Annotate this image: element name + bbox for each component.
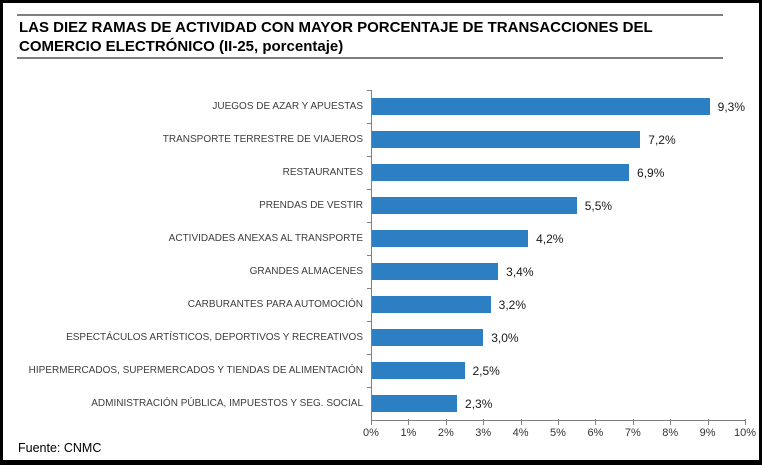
x-tick-label: 8% <box>662 419 679 439</box>
value-label: 2,5% <box>472 363 500 378</box>
plot-cell: 4,2% <box>371 222 745 255</box>
value-label: 3,0% <box>491 330 519 345</box>
title-bottom-rule <box>17 57 723 59</box>
plot-cell: 3,0% <box>371 321 745 354</box>
x-tick-label: 9% <box>699 419 716 439</box>
bar <box>371 197 577 214</box>
plot-cell: 9,3% <box>371 90 745 123</box>
category-label: GRANDES ALMACENES <box>249 266 363 277</box>
bar-row: GRANDES ALMACENES 3,4% <box>23 255 745 288</box>
x-tick-label: 7% <box>624 419 641 439</box>
value-label: 9,3% <box>717 99 745 114</box>
x-tick-label: 5% <box>550 419 566 439</box>
bar-row: JUEGOS DE AZAR Y APUESTAS 9,3% <box>23 90 745 123</box>
bar-row: HIPERMERCADOS, SUPERMERCADOS Y TIENDAS D… <box>23 354 745 387</box>
chart-title: LAS DIEZ RAMAS DE ACTIVIDAD CON MAYOR PO… <box>19 18 739 56</box>
value-label: 5,5% <box>584 198 613 213</box>
plot-cell: 3,4% <box>371 255 745 288</box>
bar <box>371 230 529 247</box>
plot-cell: 2,5% <box>371 354 745 387</box>
x-tick-label: 2% <box>437 419 454 439</box>
bar-row: RESTAURANTES 6,9% <box>23 156 745 189</box>
category-label: CARBURANTES PARA AUTOMOCIÓN <box>187 299 363 310</box>
plot-cell: 2,3% <box>371 387 745 420</box>
category-label: ACTIVIDADES ANEXAS AL TRANSPORTE <box>168 233 363 244</box>
category-label: RESTAURANTES <box>282 167 363 178</box>
source-note: Fuente: CNMC <box>18 441 102 455</box>
value-label: 7,2% <box>648 132 676 147</box>
value-axis: 0% 1% 2% 3% 4% 5% 6% 7% 8% 9% 10% <box>363 419 756 450</box>
bar <box>371 395 458 412</box>
bar-row: CARBURANTES PARA AUTOMOCIÓN 3,2% <box>23 288 745 321</box>
bar <box>371 329 484 346</box>
bar-chart: JUEGOS DE AZAR Y APUESTAS 9,3% TRANSPORT… <box>23 90 745 420</box>
bar-row: PRENDAS DE VESTIR 5,5% <box>23 189 745 222</box>
plot-cell: 3,2% <box>371 288 745 321</box>
plot-cell: 6,9% <box>371 156 745 189</box>
x-tick-label: 1% <box>400 419 417 439</box>
bar <box>371 263 499 280</box>
value-label: 3,4% <box>506 264 534 279</box>
bar-row: ESPECTÁCULOS ARTÍSTICOS, DEPORTIVOS Y RE… <box>23 321 745 354</box>
bar <box>371 296 491 313</box>
bar <box>371 164 630 181</box>
category-label: HIPERMERCADOS, SUPERMERCADOS Y TIENDAS D… <box>28 365 363 376</box>
plot-cell: 7,2% <box>371 123 745 156</box>
category-label: PRENDAS DE VESTIR <box>259 200 363 211</box>
bar-row: TRANSPORTE TERRESTRE DE VIAJEROS 7,2% <box>23 123 745 156</box>
value-label: 3,2% <box>498 297 527 312</box>
bar <box>371 362 465 379</box>
x-tick-label: 10% <box>733 419 757 439</box>
category-label: JUEGOS DE AZAR Y APUESTAS <box>212 101 363 112</box>
category-label: ADMINISTRACIÓN PÚBLICA, IMPUESTOS Y SEG.… <box>91 398 363 409</box>
category-axis <box>371 90 372 421</box>
category-label: TRANSPORTE TERRESTRE DE VIAJEROS <box>162 134 363 145</box>
category-label: ESPECTÁCULOS ARTÍSTICOS, DEPORTIVOS Y RE… <box>66 332 363 343</box>
bar-row: ADMINISTRACIÓN PÚBLICA, IMPUESTOS Y SEG.… <box>23 387 745 420</box>
bar <box>371 98 710 115</box>
value-label: 4,2% <box>536 231 564 246</box>
bar <box>371 131 641 148</box>
x-tick-label: 0% <box>363 419 379 439</box>
plot-cell: 5,5% <box>371 189 745 222</box>
chart-title-line2: COMERCIO ELECTRÓNICO (II-25, porcentaje) <box>19 38 344 55</box>
x-tick-label: 4% <box>512 419 529 439</box>
x-tick-label: 6% <box>587 419 604 439</box>
title-top-rule <box>17 14 723 16</box>
value-label: 2,3% <box>465 396 493 411</box>
x-tick-label: 3% <box>475 419 492 439</box>
chart-title-line1: LAS DIEZ RAMAS DE ACTIVIDAD CON MAYOR PO… <box>19 19 653 36</box>
bar-row: ACTIVIDADES ANEXAS AL TRANSPORTE 4,2% <box>23 222 745 255</box>
value-label: 6,9% <box>637 165 665 180</box>
